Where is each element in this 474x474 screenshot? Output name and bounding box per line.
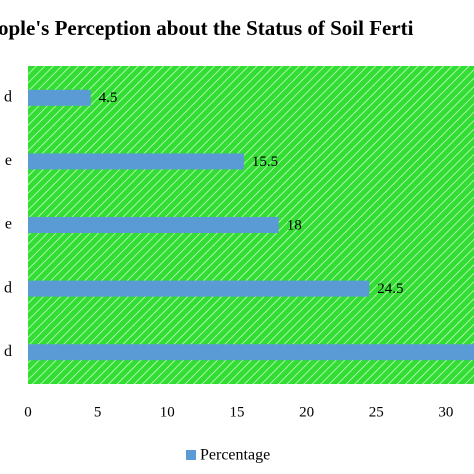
x-tick-label: 15 — [229, 404, 244, 420]
x-tick-label: 0 — [24, 404, 32, 420]
value-label: 18 — [287, 217, 302, 233]
y-tick-label: e — [5, 152, 12, 169]
x-tick-label: 30 — [438, 404, 453, 420]
value-label: 15.5 — [252, 154, 278, 170]
legend-swatch — [186, 450, 196, 460]
bar — [28, 344, 474, 361]
chart-title: ople's Perception about the Status of So… — [0, 16, 414, 40]
bar — [28, 280, 370, 297]
bar — [28, 153, 244, 170]
y-tick-label: d — [4, 88, 12, 105]
legend-label: Percentage — [200, 447, 270, 464]
x-tick-label: 20 — [299, 404, 314, 420]
bar — [28, 217, 279, 233]
x-tick-label: 5 — [94, 404, 102, 420]
bar — [28, 89, 91, 106]
value-label: 24.5 — [377, 281, 403, 297]
value-label: 4.5 — [99, 90, 118, 106]
x-tick-label: 25 — [369, 404, 384, 420]
y-tick-label: d — [4, 343, 12, 360]
y-tick-label: d — [4, 279, 12, 296]
x-tick-label: 10 — [160, 404, 175, 420]
y-tick-label: e — [5, 216, 12, 233]
